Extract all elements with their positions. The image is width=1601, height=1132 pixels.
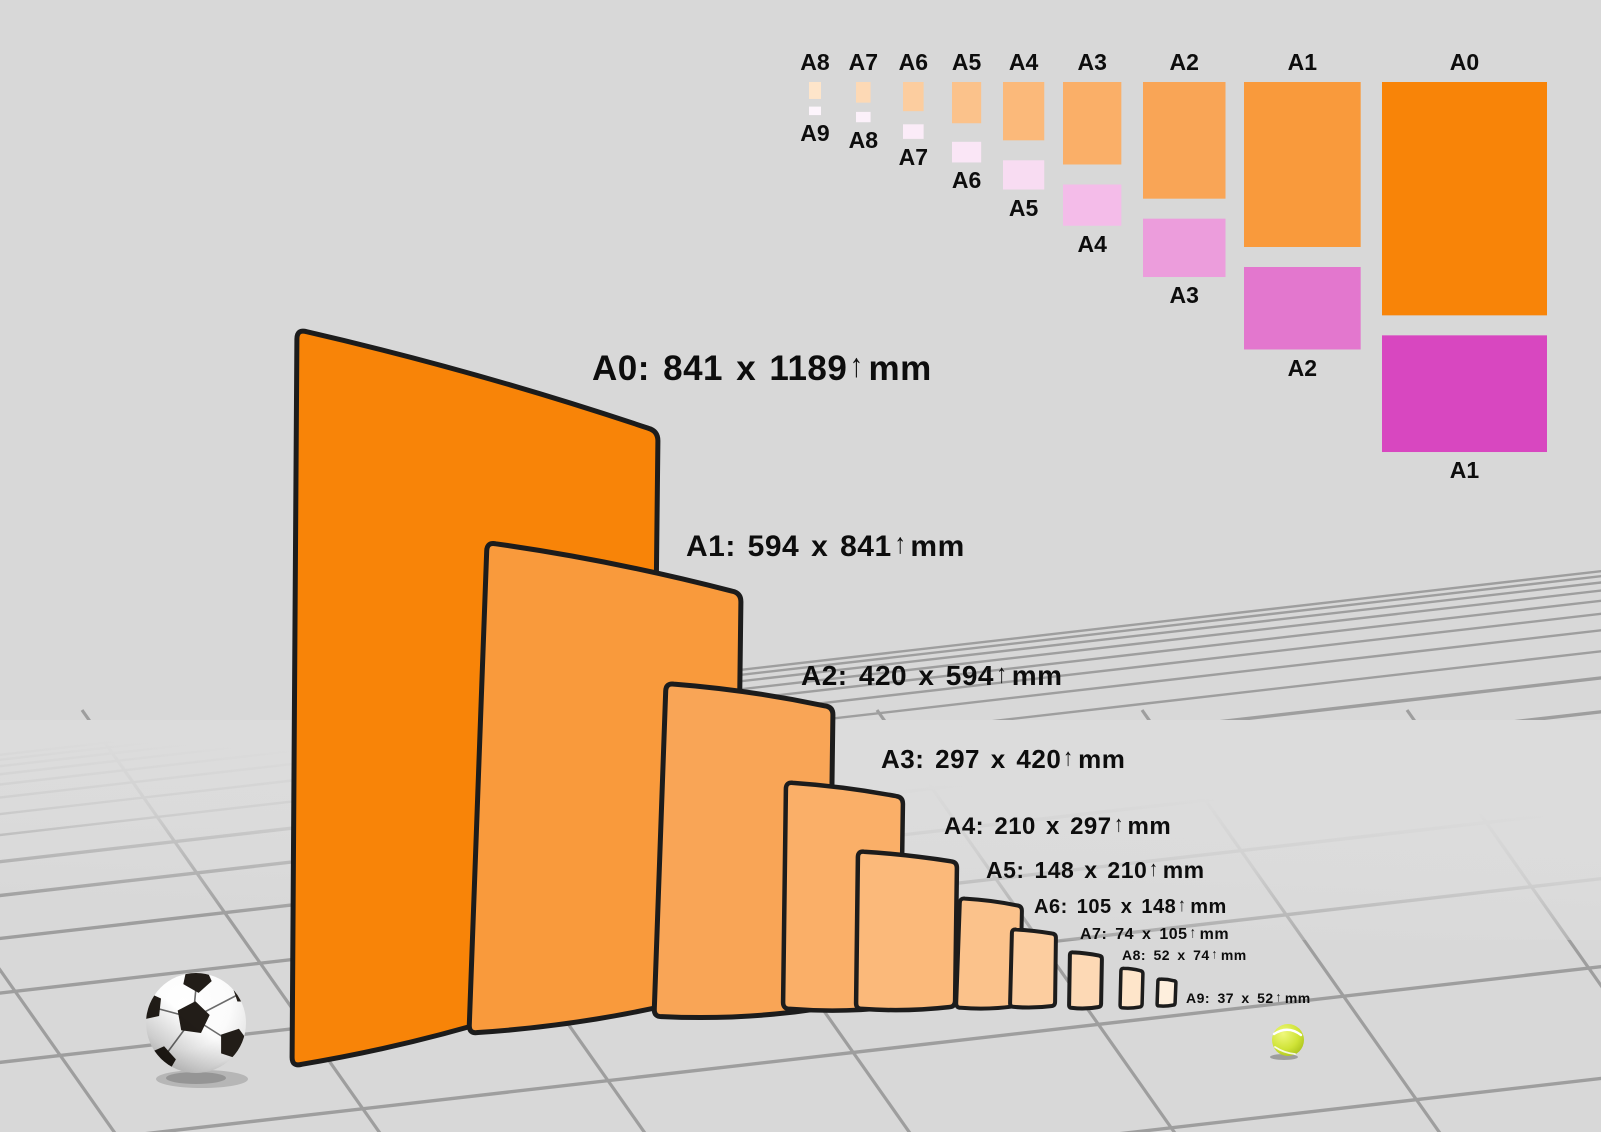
mini-portrait-a7 <box>856 82 871 103</box>
mini-landscape-a6 <box>952 141 982 163</box>
up-arrow-icon: ↑ <box>1113 810 1124 837</box>
perspective-sheets <box>289 328 1178 1068</box>
soccer-ball <box>146 973 248 1088</box>
sheet-a9 <box>1155 977 1178 1008</box>
up-arrow-icon: ↑ <box>894 528 906 561</box>
mini-top-label-a1: A1 <box>1287 49 1318 75</box>
up-arrow-icon: ↑ <box>1211 946 1218 962</box>
sheet-a7 <box>1067 950 1104 1011</box>
mini-bottom-label-a2: A2 <box>1287 354 1318 381</box>
sheet-label-a6: A6: 105 x 148 ↑ mm <box>1034 895 1227 918</box>
sheet-label-a1: A1: 594 x 841↑ mm <box>686 528 965 563</box>
mini-portrait-a0 <box>1382 82 1547 316</box>
mini-portrait-a6 <box>903 82 924 112</box>
mini-bottom-label-a5: A5 <box>1008 194 1039 221</box>
sheet-a6 <box>1008 927 1058 1010</box>
sheet-a4 <box>853 849 960 1013</box>
mini-top-label-a6: A6 <box>898 49 929 75</box>
mini-portrait-a3 <box>1063 82 1122 165</box>
up-arrow-icon: ↑ <box>1063 744 1074 772</box>
sheet-label-a9: A9: 37 x 52 ↑ mm <box>1186 989 1311 1006</box>
mini-top-label-a7: A7 <box>848 49 878 75</box>
mini-portrait-a4 <box>1003 82 1045 141</box>
mini-top-label-a2: A2 <box>1169 49 1199 75</box>
mini-top-label-a0: A0 <box>1449 49 1480 75</box>
up-arrow-icon: ↑ <box>996 658 1008 689</box>
mini-top-label-a8: A8 <box>800 49 830 75</box>
mini-landscape-a4 <box>1063 184 1122 226</box>
up-arrow-icon: ↑ <box>1189 924 1196 942</box>
sheet-label-a8: A8: 52 x 74 ↑ mm <box>1122 946 1247 963</box>
mini-portrait-a8 <box>809 82 821 99</box>
tennis-ball <box>1270 1024 1304 1060</box>
mini-landscape-a1 <box>1382 335 1547 453</box>
mini-bottom-label-a4: A4 <box>1077 230 1107 257</box>
mini-landscape-a9 <box>809 106 821 116</box>
up-arrow-icon: ↑ <box>1149 855 1159 881</box>
mini-landscape-a3 <box>1143 218 1226 278</box>
mini-landscape-a2 <box>1244 267 1361 350</box>
sheet-label-a0: A0: 841 x 1189↑ mm <box>592 347 932 388</box>
mini-bottom-label-a7: A7 <box>898 143 929 170</box>
mini-landscape-a7 <box>903 124 924 139</box>
up-arrow-icon: ↑ <box>1178 895 1187 917</box>
mini-portrait-a1 <box>1244 82 1361 247</box>
sheet-label-a5: A5: 148 x 210↑ mm <box>986 855 1205 883</box>
sheet-label-a2: A2: 420 x 594↑ mm <box>801 658 1063 691</box>
mini-portrait-a5 <box>952 82 982 124</box>
sheet-label-a3: A3: 297 x 420↑ mm <box>881 744 1126 774</box>
mini-portrait-a2 <box>1143 82 1226 199</box>
mini-top-label-a4: A4 <box>1008 49 1039 75</box>
mini-bottom-label-a3: A3 <box>1169 282 1199 308</box>
mini-bottom-label-a9: A9 <box>800 120 830 147</box>
sheet-label-a4: A4: 210 x 297↑ mm <box>944 810 1172 840</box>
up-arrow-icon: ↑ <box>1275 989 1282 1005</box>
mini-bottom-label-a8: A8 <box>848 127 878 154</box>
sheet-a8 <box>1118 966 1145 1010</box>
mini-bottom-label-a6: A6 <box>951 167 982 194</box>
up-arrow-icon: ↑ <box>850 347 864 385</box>
mini-top-label-a5: A5 <box>951 49 982 75</box>
mini-bottom-label-a1: A1 <box>1449 457 1480 484</box>
mini-size-diagram <box>809 82 1547 453</box>
mini-top-label-a3: A3 <box>1077 49 1107 75</box>
sheet-label-a7: A7: 74 x 105 ↑ mm <box>1080 924 1230 943</box>
mini-landscape-a8 <box>856 111 871 123</box>
mini-landscape-a5 <box>1003 160 1045 190</box>
